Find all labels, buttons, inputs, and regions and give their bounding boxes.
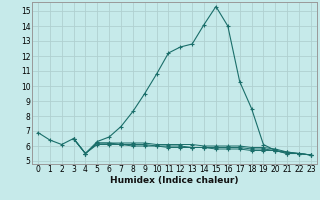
X-axis label: Humidex (Indice chaleur): Humidex (Indice chaleur) [110,176,239,185]
